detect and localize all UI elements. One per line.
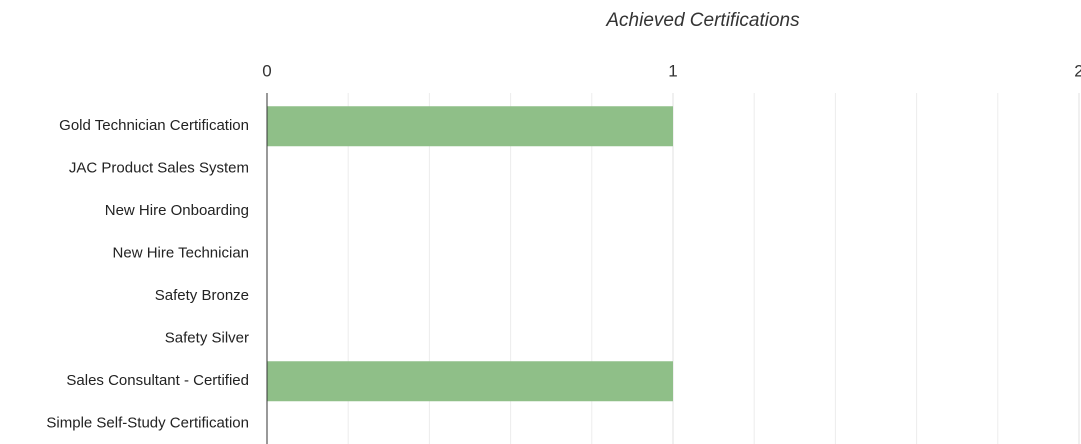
bar bbox=[267, 361, 673, 402]
x-tick-label: 2 bbox=[1074, 61, 1081, 80]
y-tick-label: Sales Consultant - Certified bbox=[66, 372, 249, 389]
x-tick-label: 0 bbox=[262, 61, 271, 80]
y-tick-label: Gold Technician Certification bbox=[59, 117, 249, 134]
y-tick-label: Safety Silver bbox=[165, 330, 249, 347]
chart-title: Achieved Certifications bbox=[605, 10, 800, 31]
y-tick-label: Safety Bronze bbox=[155, 287, 249, 304]
y-tick-label: New Hire Technician bbox=[113, 245, 249, 262]
x-tick-label: 1 bbox=[668, 61, 677, 80]
bar bbox=[267, 106, 673, 147]
y-tick-label: New Hire Onboarding bbox=[105, 202, 249, 219]
y-tick-label: Simple Self-Study Certification bbox=[46, 415, 249, 432]
y-tick-label: JAC Product Sales System bbox=[69, 160, 249, 177]
